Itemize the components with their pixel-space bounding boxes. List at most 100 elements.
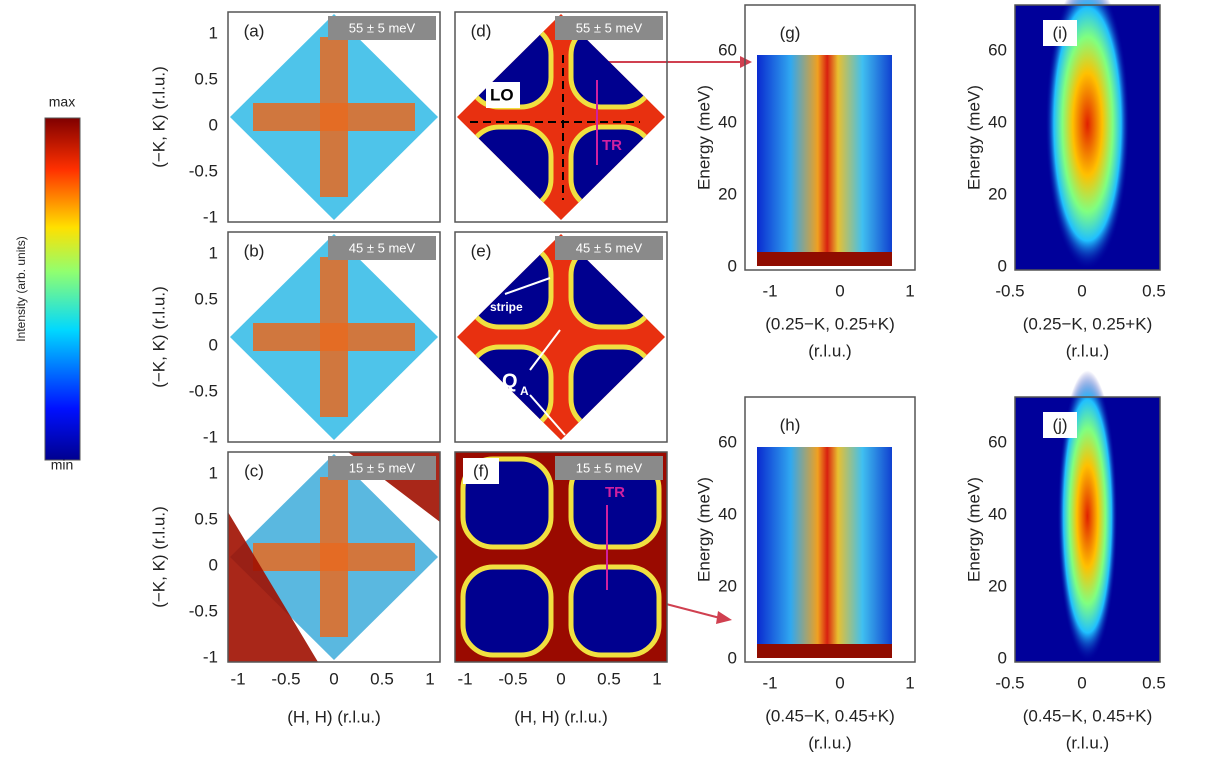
y-tick-label: 0 bbox=[209, 555, 218, 574]
x-axis-label: (0.25−K, 0.25+K) bbox=[1023, 314, 1152, 333]
x-tick-label: -0.5 bbox=[995, 281, 1024, 300]
x-tick-label: 0 bbox=[1077, 673, 1086, 692]
y-tick-label: -1 bbox=[203, 427, 218, 446]
x-tick-label: -1 bbox=[230, 669, 245, 688]
map-bg bbox=[757, 447, 892, 657]
y-tick-label: 40 bbox=[988, 112, 1007, 131]
map-pocket bbox=[463, 567, 551, 655]
x-tick-label: 0 bbox=[835, 281, 844, 300]
dispersion-panel: (g) bbox=[745, 5, 915, 270]
x-axis-unit: (r.l.u.) bbox=[808, 341, 851, 360]
y-tick-label: 20 bbox=[718, 184, 737, 203]
y-tick-label: 40 bbox=[988, 504, 1007, 523]
energy-label: 45 ± 5 meV bbox=[576, 240, 643, 255]
x-tick-label: -1 bbox=[762, 673, 777, 692]
y-tick-label: 60 bbox=[718, 40, 737, 59]
y-axis-label: Energy (meV) bbox=[964, 85, 983, 190]
panel-label: (b) bbox=[244, 241, 265, 260]
colorbar bbox=[45, 118, 80, 460]
y-tick-label: 60 bbox=[988, 432, 1007, 451]
x-tick-label: 0.5 bbox=[1142, 673, 1166, 692]
map-feature bbox=[253, 543, 415, 571]
x-tick-label: 1 bbox=[652, 669, 661, 688]
y-axis-label: Energy (meV) bbox=[694, 85, 713, 190]
figure: max min Intensity (arb. units) (a) 55 ± 5… bbox=[0, 0, 1207, 755]
map-panel: (b) 45 ± 5 meV bbox=[228, 232, 440, 442]
x-axis-label: (0.45−K, 0.45+K) bbox=[1023, 706, 1152, 725]
dispersion-panel: (h) bbox=[745, 397, 915, 662]
map-pocket bbox=[571, 347, 653, 429]
annotation: Q bbox=[502, 370, 518, 392]
map-panel: (d) 55 ± 5 meV bbox=[455, 12, 667, 222]
x-tick-label: -0.5 bbox=[271, 669, 300, 688]
y-tick-label: 0 bbox=[728, 648, 737, 667]
annotation: TR bbox=[602, 137, 622, 154]
map-panel: (e) 45 ± 5 meV bbox=[455, 232, 667, 442]
panel-label: (j) bbox=[1052, 415, 1067, 434]
y-tick-label: 1 bbox=[209, 243, 218, 262]
y-tick-label: 0 bbox=[728, 256, 737, 275]
y-tick-label: 60 bbox=[718, 432, 737, 451]
x-tick-label: 0.5 bbox=[597, 669, 621, 688]
panel-label: (d) bbox=[471, 21, 492, 40]
y-axis-label: Energy (meV) bbox=[694, 477, 713, 582]
y-axis-label: (−K, K) (r.l.u.) bbox=[149, 66, 168, 168]
y-tick-label: 0.5 bbox=[194, 69, 218, 88]
y-tick-label: 0 bbox=[209, 335, 218, 354]
y-tick-label: 1 bbox=[209, 23, 218, 42]
y-tick-label: 20 bbox=[988, 576, 1007, 595]
x-tick-label: 0 bbox=[329, 669, 338, 688]
y-tick-label: 60 bbox=[988, 40, 1007, 59]
panel-label: (a) bbox=[244, 21, 265, 40]
y-tick-label: -1 bbox=[203, 647, 218, 666]
x-tick-label: 0.5 bbox=[370, 669, 394, 688]
annotation: TR bbox=[605, 484, 625, 501]
arrowhead bbox=[740, 56, 752, 68]
arrowhead bbox=[716, 611, 732, 624]
x-tick-label: 1 bbox=[425, 669, 434, 688]
y-tick-label: 20 bbox=[988, 184, 1007, 203]
x-tick-label: 0.5 bbox=[1142, 281, 1166, 300]
annotation: A bbox=[520, 384, 529, 398]
x-tick-label: 1 bbox=[905, 673, 914, 692]
panel-label: (c) bbox=[244, 461, 264, 480]
panel-label: (e) bbox=[471, 241, 492, 260]
x-tick-label: -1 bbox=[457, 669, 472, 688]
x-tick-label: -1 bbox=[762, 281, 777, 300]
map-floor bbox=[757, 644, 892, 658]
annotation: LO bbox=[490, 85, 514, 104]
colorbar-label: Intensity (arb. units) bbox=[14, 236, 28, 341]
y-tick-label: -0.5 bbox=[189, 601, 218, 620]
x-axis-label: (H, H) (r.l.u.) bbox=[287, 707, 381, 726]
colorbar-min: min bbox=[51, 457, 74, 473]
map-pocket bbox=[571, 567, 659, 655]
energy-label: 45 ± 5 meV bbox=[349, 240, 416, 255]
y-tick-label: 0.5 bbox=[194, 509, 218, 528]
x-tick-label: -0.5 bbox=[995, 673, 1024, 692]
annotation: stripe bbox=[490, 300, 523, 314]
x-tick-label: 0 bbox=[835, 673, 844, 692]
panel-label: (f) bbox=[473, 461, 489, 480]
map-bg bbox=[757, 55, 892, 265]
dispersion-panel: (j) bbox=[1015, 371, 1160, 663]
y-tick-label: 20 bbox=[718, 576, 737, 595]
y-axis-label: (−K, K) (r.l.u.) bbox=[149, 286, 168, 388]
x-tick-label: -0.5 bbox=[498, 669, 527, 688]
x-tick-label: 0 bbox=[1077, 281, 1086, 300]
map-feature bbox=[253, 323, 415, 351]
y-axis-label: Energy (meV) bbox=[964, 477, 983, 582]
x-axis-unit: (r.l.u.) bbox=[808, 733, 851, 752]
map-pocket bbox=[469, 127, 551, 209]
x-tick-label: 1 bbox=[905, 281, 914, 300]
energy-label: 55 ± 5 meV bbox=[576, 20, 643, 35]
map-panel: (c) 15 ± 5 meV bbox=[228, 452, 440, 662]
x-axis-label: (0.25−K, 0.25+K) bbox=[765, 314, 894, 333]
energy-label: 55 ± 5 meV bbox=[349, 20, 416, 35]
y-tick-label: 40 bbox=[718, 504, 737, 523]
energy-label: 15 ± 5 meV bbox=[349, 460, 416, 475]
y-tick-label: -0.5 bbox=[189, 381, 218, 400]
colorbar-max: max bbox=[49, 94, 75, 110]
x-axis-label: (H, H) (r.l.u.) bbox=[514, 707, 608, 726]
y-tick-label: 0 bbox=[998, 648, 1007, 667]
y-tick-label: -0.5 bbox=[189, 161, 218, 180]
